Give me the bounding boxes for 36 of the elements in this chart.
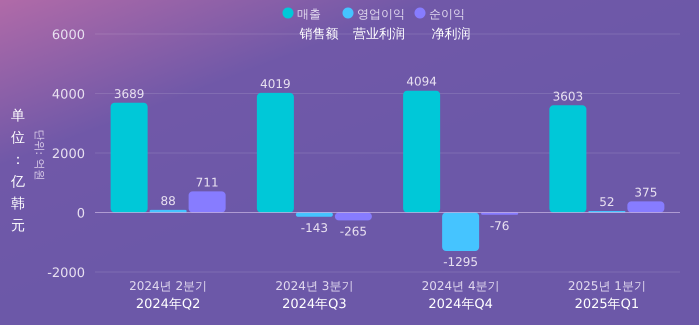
data-label: -76: [490, 218, 510, 233]
text: 단위: 억원: [33, 129, 46, 181]
bar: [256, 92, 294, 212]
data-label: 375: [634, 185, 658, 200]
data-label: 52: [599, 194, 615, 209]
data-label: 4019: [260, 76, 291, 91]
y-tick-label: -2000: [47, 266, 85, 281]
bar: [296, 212, 333, 217]
data-label: 3689: [114, 86, 144, 101]
y-tick-label: 2000: [52, 147, 85, 162]
legend-label: 영업이익 营业利润: [353, 7, 405, 42]
bar: [403, 90, 440, 212]
data-label: -1295: [443, 255, 478, 270]
x-tick-label: 2025년 1분기 2025年Q1: [568, 279, 646, 312]
data-label: 88: [160, 194, 176, 208]
bar: [334, 212, 372, 220]
data-label: -143: [300, 220, 328, 235]
y-axis-title: 单位：亿韩元: [10, 108, 25, 234]
y-tick-label: 6000: [52, 28, 85, 43]
x-tick-label: 2024년 2분기 2024年Q2: [129, 279, 208, 312]
data-label: 4094: [406, 74, 437, 89]
y-tick-label: 0: [76, 206, 85, 222]
legend-label: 순이익 净利润: [429, 7, 470, 42]
data-label: 711: [196, 175, 219, 190]
x-tick-label: 2024년 3분기 2024年Q3: [275, 279, 354, 312]
x-tick-label: 2024년 4분기 2024年Q4: [422, 279, 500, 312]
bar: [442, 212, 480, 252]
bar: [110, 102, 148, 212]
bar: [150, 210, 187, 212]
legend-label: 매출 销售额: [297, 7, 338, 42]
data-label: -265: [340, 224, 367, 238]
data-label: 3603: [552, 89, 584, 104]
bar: [627, 201, 664, 212]
bar: [188, 191, 226, 212]
y-tick-label: 4000: [52, 88, 85, 102]
bar: [549, 105, 586, 212]
